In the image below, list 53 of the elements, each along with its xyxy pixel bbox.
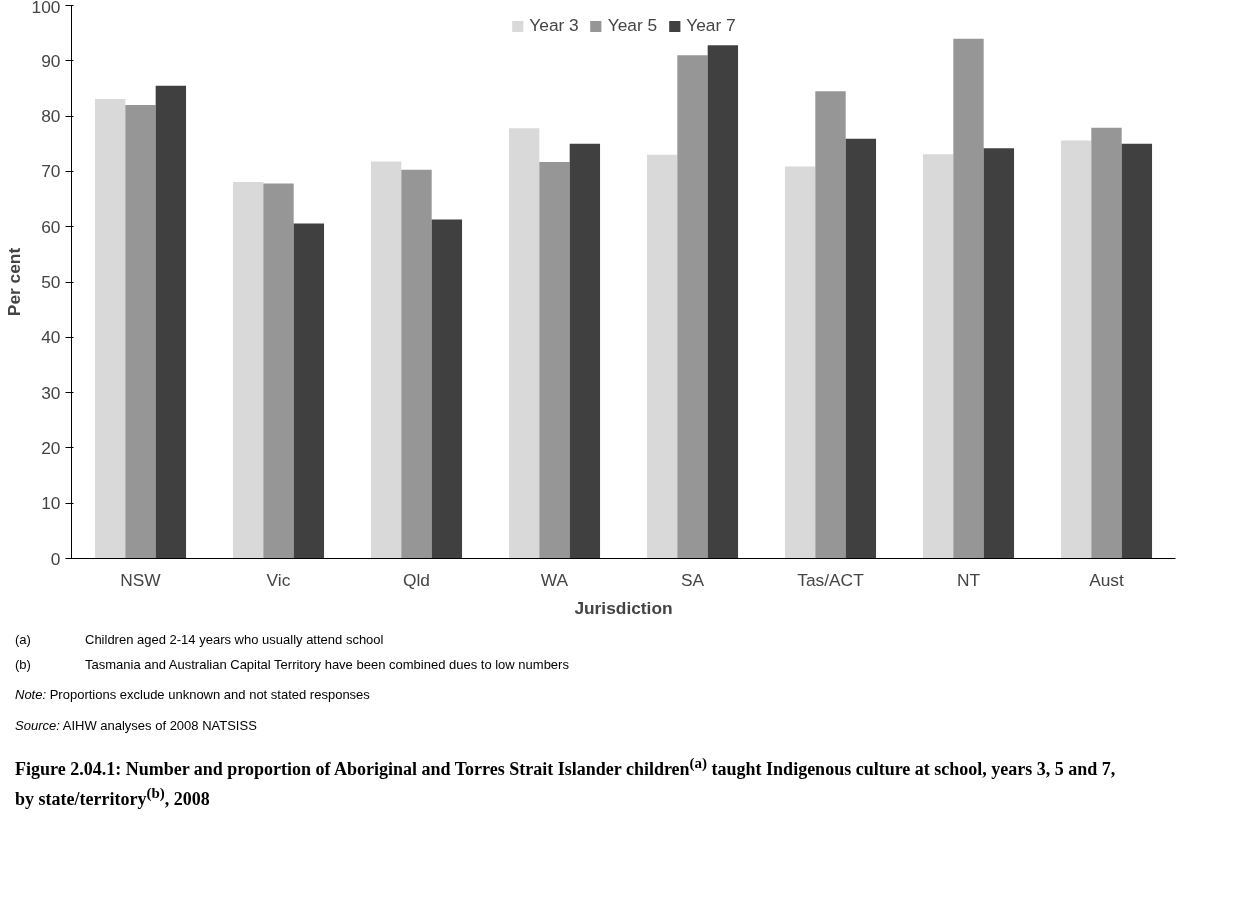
bar <box>539 162 570 559</box>
bar <box>1060 140 1092 559</box>
x-tick-label: Tas/ACT <box>797 569 865 590</box>
x-tick-label: Aust <box>1089 569 1125 590</box>
y-axis-title: Per cent <box>3 247 24 317</box>
bar <box>922 154 954 559</box>
y-tick-label: 100 <box>31 0 61 17</box>
y-tick-label: 0 <box>50 548 61 569</box>
x-tick-label: Vic <box>266 569 291 590</box>
y-tick-label: 10 <box>41 493 61 514</box>
bar <box>370 161 402 559</box>
bar <box>707 45 739 559</box>
text: (b) Tasmania and Australian Capital Territory have been combined dues to low numbers <box>15 656 569 672</box>
x-tick-label: NSW <box>120 569 162 590</box>
source-note: Source: AIHW analyses of 2008 NATSISS <box>15 716 258 735</box>
bar <box>125 105 156 559</box>
y-tick-label: 70 <box>41 161 61 182</box>
chart-title: Figure 2.04.1: Number and proportion of Aboriginal and Torres Strait Islander children$^{(a)}$ taught Indigenous culture at school, years 3, 5 and 7, by state/territory$^{(b)}$, 2008 <box>15 755 1116 809</box>
bar <box>155 85 187 559</box>
bar <box>677 55 708 559</box>
legend-label: Year 5 <box>607 15 658 36</box>
bar <box>953 38 984 559</box>
bar <box>293 223 325 559</box>
bar <box>845 138 877 559</box>
bar <box>784 166 816 559</box>
bar <box>401 169 432 559</box>
bar <box>232 181 264 559</box>
legend-label: Year 7 <box>686 15 736 36</box>
x-tick-label: SA <box>680 569 705 590</box>
bar <box>508 128 540 559</box>
x-tick-label: NT <box>956 569 981 590</box>
y-tick-label: 40 <box>41 327 61 348</box>
bar <box>1091 127 1122 559</box>
bar <box>94 98 126 559</box>
bar <box>646 154 678 559</box>
bar <box>431 219 463 559</box>
y-tick-label: 50 <box>41 272 61 292</box>
y-tick-label: 30 <box>41 382 61 403</box>
bar <box>1121 143 1153 559</box>
text: (a) Children aged 2-14 years who usually attend school <box>15 632 384 647</box>
y-tick-label: 60 <box>41 216 61 237</box>
y-tick-label: 80 <box>41 106 61 127</box>
bar <box>815 91 846 559</box>
bar <box>263 183 294 559</box>
legend-label: Year 3 <box>529 15 579 36</box>
text: Note: Proportions exclude unknown and not stated responses <box>15 686 371 705</box>
bar <box>569 143 601 559</box>
y-tick-label: 90 <box>41 50 61 71</box>
bar <box>983 148 1015 559</box>
x-tick-label: WA <box>540 569 569 590</box>
x-tick-label: Qld <box>403 569 430 590</box>
x-axis-title: Jurisdiction <box>574 597 673 618</box>
y-tick-label: 20 <box>41 437 61 458</box>
